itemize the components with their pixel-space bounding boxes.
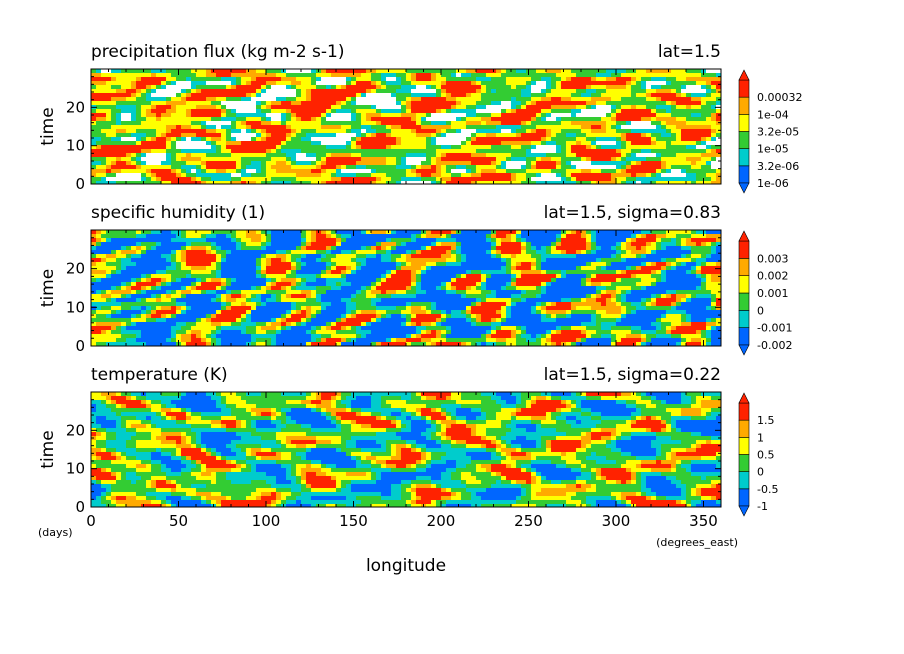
colorbar-swatch <box>738 96 750 115</box>
colorbar-label: 1e-04 <box>757 108 789 121</box>
colorbar-2: -1 -0.5 0 0.5 1 1.5 <box>738 392 778 517</box>
y-unit-label: (days) <box>38 526 73 539</box>
x-tick-label: 300 <box>602 512 631 530</box>
colorbar-swatch <box>738 292 750 311</box>
colorbar-swatch <box>738 488 750 507</box>
colorbar-label: -0.002 <box>757 339 792 352</box>
colorbar-label: 0.00032 <box>757 91 803 104</box>
colorbar-label: 1e-06 <box>757 177 789 190</box>
colorbar-swatch <box>738 240 750 259</box>
colorbar-swatch <box>738 310 750 328</box>
colorbar-label: -1 <box>757 500 768 513</box>
colorbar-swatch <box>738 275 750 294</box>
panel-title: temperature (K) <box>91 365 228 385</box>
colorbar-label: 3.2e-05 <box>757 126 799 139</box>
y-tick-label: 0 <box>75 337 85 355</box>
panel-2: temperature (K) lat=1.5, sigma=0.2201020t… <box>38 365 778 576</box>
colorbar-max-arrow <box>738 392 750 404</box>
colorbar-label: 0.5 <box>757 449 775 462</box>
colorbar-label: 1.5 <box>757 414 775 427</box>
y-tick-label: 20 <box>66 98 85 116</box>
colorbar-swatch <box>738 258 750 276</box>
y-tick-label: 0 <box>75 175 85 193</box>
colorbar-label: 0.001 <box>757 287 789 300</box>
colorbar-label: 0 <box>757 304 764 317</box>
colorbar-swatch <box>738 148 750 167</box>
x-unit-label: (degrees_east) <box>656 536 738 549</box>
y-axis-label: time <box>38 269 58 307</box>
colorbar-swatch <box>738 114 750 132</box>
panel-title: precipitation flux (kg m-2 s-1) <box>91 42 344 62</box>
y-tick-label: 0 <box>75 498 85 516</box>
field-0 <box>91 69 722 185</box>
x-tick-label: 50 <box>169 512 188 530</box>
y-tick-label: 10 <box>66 298 85 316</box>
colorbar-label: 1e-05 <box>757 143 789 156</box>
colorbar-swatch <box>738 471 750 490</box>
y-axis-label: time <box>38 430 58 468</box>
colorbar-label: 0.002 <box>757 270 789 283</box>
colorbar-label: 1 <box>757 431 764 444</box>
colorbar-swatch <box>738 327 750 346</box>
panel-subtitle: lat=1.5, sigma=0.83 <box>544 203 721 223</box>
colorbar-swatch <box>738 165 750 184</box>
colorbar-min-arrow <box>738 505 750 517</box>
y-tick-label: 20 <box>66 260 85 278</box>
colorbar-max-arrow <box>738 69 750 81</box>
colorbar-swatch <box>738 437 750 455</box>
panel-title: specific humidity (1) <box>91 203 265 223</box>
panel-subtitle: lat=1.5, sigma=0.22 <box>544 365 721 385</box>
colorbar-swatch <box>738 402 750 421</box>
y-tick-label: 20 <box>66 421 85 439</box>
panel-subtitle: lat=1.5 <box>658 42 721 62</box>
colorbar-swatch <box>738 454 750 472</box>
panel-1: specific humidity (1) lat=1.5, sigma=0.83… <box>38 203 792 356</box>
y-tick-label: 10 <box>66 460 85 478</box>
colorbar-0: 1e-06 3.2e-06 1e-05 3.2e-05 1e-04 0.00032 <box>738 69 803 194</box>
colorbar-label: 3.2e-06 <box>757 160 799 173</box>
colorbar-label: -0.001 <box>757 322 792 335</box>
field-1 <box>91 230 722 347</box>
x-tick-label: 0 <box>86 512 96 530</box>
colorbar-swatch <box>738 419 750 438</box>
x-tick-label: 200 <box>427 512 456 530</box>
x-tick-label: 350 <box>689 512 718 530</box>
x-tick-label: 100 <box>252 512 281 530</box>
colorbar-max-arrow <box>738 230 750 242</box>
colorbar-swatch <box>738 79 750 98</box>
panel-0: precipitation flux (kg m-2 s-1) lat=1.5 0 1… <box>38 42 803 194</box>
colorbar-min-arrow <box>738 182 750 194</box>
colorbar-label: 0.003 <box>757 252 789 265</box>
x-tick-label: 150 <box>339 512 368 530</box>
colorbar-1: -0.002 -0.001 0 0.001 0.002 0.003 <box>738 230 792 356</box>
colorbar-label: 0 <box>757 466 764 479</box>
x-tick-label: 250 <box>514 512 543 530</box>
y-tick-label: 10 <box>66 137 85 155</box>
colorbar-min-arrow <box>738 344 750 356</box>
colorbar-swatch <box>738 131 750 149</box>
x-axis-label: longitude <box>366 556 446 576</box>
field-2 <box>91 392 722 508</box>
y-axis-label: time <box>38 107 58 145</box>
colorbar-label: -0.5 <box>757 483 778 496</box>
